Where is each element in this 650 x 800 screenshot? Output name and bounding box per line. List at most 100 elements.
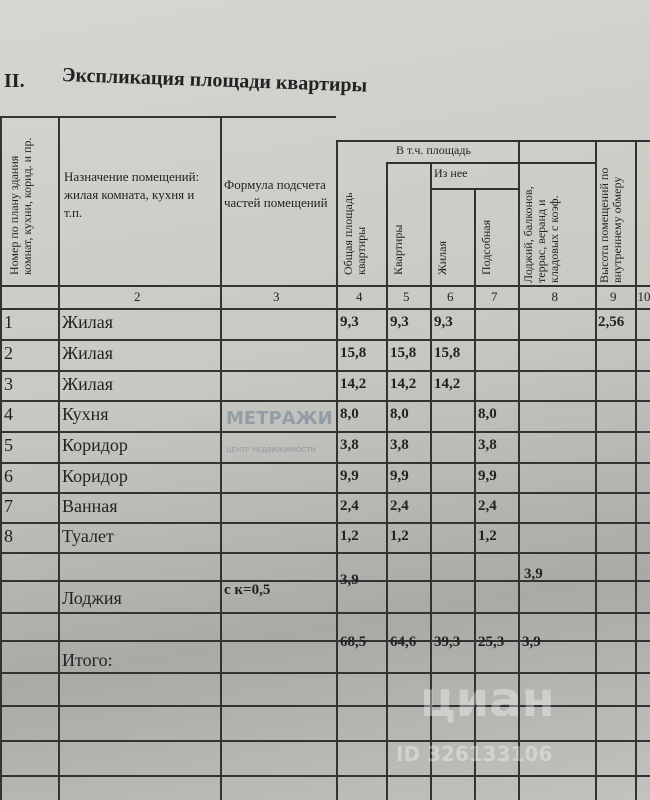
column-number: 2 (134, 289, 141, 304)
page-title: Экспликация площади квартиры (61, 64, 368, 97)
cell-aux: 9,9 (478, 468, 497, 484)
column-number: 6 (447, 289, 454, 304)
cell-total: 2,4 (340, 498, 359, 514)
cell-total: 3,8 (340, 437, 359, 453)
table-column-line (220, 118, 222, 800)
header-group: В т.ч. площадь (396, 143, 471, 157)
agency-watermark: МЕТРАЖИ (226, 408, 333, 429)
cell-aux: 3,8 (478, 437, 497, 453)
table-column-line (595, 140, 597, 800)
cell-total: 9,3 (340, 314, 359, 330)
subgroup-line (430, 188, 518, 190)
totals-apt: 64,6 (390, 634, 417, 650)
column-number: 3 (273, 289, 280, 304)
row-number: 3 (4, 374, 13, 394)
header-col8: Подсобная (479, 219, 493, 275)
table-column-line (336, 140, 338, 800)
row-number: 2 (4, 343, 13, 363)
column-number: 10 (637, 289, 650, 304)
cell-apt: 9,3 (390, 314, 409, 330)
header-col4: Формула подсчета частей помещений (224, 177, 328, 210)
cell-living: 15,8 (434, 345, 461, 361)
table-row-line (0, 370, 650, 372)
loggia-total: 3,9 (340, 572, 359, 588)
cell-apt: 15,8 (390, 345, 417, 361)
table-column-line (58, 118, 60, 800)
cell-aux: 1,2 (478, 528, 497, 544)
agency-watermark-sub: ЦЕНТР НЕДВИЖИМОСТИ (226, 446, 316, 454)
table-column-line (518, 140, 520, 800)
totals-loggia: 3,9 (522, 634, 541, 650)
cell-aux: 8,0 (478, 406, 497, 422)
header-subgroup: Из нее (434, 166, 468, 180)
totals-total: 68,5 (340, 634, 367, 650)
room-name: Жилая (62, 374, 114, 394)
cell-apt: 8,0 (390, 406, 409, 422)
table-row-line (0, 462, 650, 464)
column-number: 8 (551, 289, 559, 304)
table-row-line (0, 339, 650, 341)
table-row-line (0, 775, 650, 777)
table-row-line (0, 672, 650, 674)
cell-height: 2,56 (598, 314, 625, 330)
column-number: 5 (403, 289, 410, 304)
column-number: 9 (610, 289, 617, 304)
column-number: 4 (356, 289, 363, 304)
header-col3: Назначение помещений: жилая комната, кух… (64, 169, 200, 220)
cell-living: 14,2 (434, 376, 461, 392)
row-number: 7 (4, 496, 13, 516)
room-name: Жилая (62, 343, 114, 363)
room-name: Ванная (62, 496, 118, 516)
cell-total: 9,9 (340, 468, 359, 484)
table-column-line (386, 162, 388, 800)
header-col9: Лоджий, балконов, террас, веранд и кладо… (521, 186, 561, 283)
cell-apt: 3,8 (390, 437, 409, 453)
header-col5: Общая площадь квартиры (341, 192, 368, 275)
loggia-value: 3,9 (524, 566, 543, 582)
totals-living: 39,3 (434, 634, 461, 650)
table-row-line (0, 612, 650, 614)
cell-apt: 1,2 (390, 528, 409, 544)
column-number: 7 (491, 289, 498, 304)
table-row-line (0, 522, 650, 524)
row-number: 8 (4, 526, 13, 546)
row-number: 5 (4, 435, 13, 455)
row-number: 1 (4, 312, 13, 332)
row-number: 6 (4, 466, 13, 486)
table-column-line (0, 118, 2, 800)
cell-total: 15,8 (340, 345, 367, 361)
cell-apt: 2,4 (390, 498, 409, 514)
header-col10: Высота помещений по внутреннему обмеру (597, 167, 624, 283)
room-name: Коридор (62, 466, 128, 486)
table-row-line (0, 285, 650, 287)
room-name: Туалет (62, 526, 114, 546)
room-name: Кухня (62, 404, 109, 424)
table-row-line (0, 740, 650, 742)
totals-aux: 25,3 (478, 634, 505, 650)
table-row-line (0, 640, 650, 642)
table-column-line (635, 140, 637, 800)
header-col2: Номер по плану здания комнат, кухни, кор… (7, 137, 34, 275)
group-line (386, 162, 595, 164)
cell-total: 14,2 (340, 376, 367, 392)
cell-apt: 9,9 (390, 468, 409, 484)
table-row-line (0, 492, 650, 494)
section-number: II. (4, 70, 25, 92)
table-column-line (430, 162, 432, 800)
table-row-line (0, 431, 650, 433)
table-column-line (474, 188, 476, 800)
row-number: 4 (4, 404, 13, 424)
cell-total: 1,2 (340, 528, 359, 544)
cell-aux: 2,4 (478, 498, 497, 514)
table-row-line (0, 308, 650, 310)
table-row-line (0, 580, 650, 582)
header-top-line (0, 116, 336, 118)
table-row-line (0, 552, 650, 554)
header-col6: Квартиры (391, 224, 405, 275)
loggia-name: Лоджия (62, 588, 122, 608)
cian-id-watermark: ID 326133106 (396, 742, 553, 766)
cell-total: 8,0 (340, 406, 359, 422)
cian-watermark: циан (420, 672, 555, 728)
header-col7: Жилая (435, 240, 449, 275)
